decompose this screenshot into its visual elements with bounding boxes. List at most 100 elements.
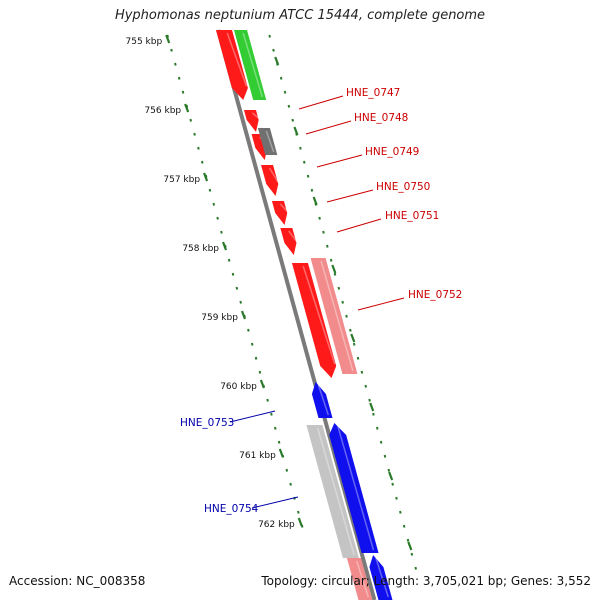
gene-hne-0752-feature-a-shine [288,230,297,242]
dot-left [297,510,300,514]
dot-right [283,90,287,94]
dot-right [395,496,398,500]
dot-right [326,244,329,248]
dot-right [410,552,414,556]
dot-left [193,132,196,136]
dot-left [247,328,250,332]
kbp-tick [184,103,190,113]
dot-right [368,398,371,402]
dot-left [235,286,239,290]
dot-right [379,440,383,444]
dot-left [197,146,200,150]
kbp-tick-right [350,333,356,343]
dot-left [208,188,212,192]
dot-left [189,118,193,122]
dot-right [279,76,283,80]
gene-hne-0747-feature [216,30,248,100]
gene-green-feature-shine [242,32,264,98]
dot-left [170,48,173,52]
gene-label: HNE_0752 [408,289,462,301]
gene-gray-feature [257,128,278,155]
gene-hne-0752-feature-b [291,263,337,378]
gene-label-leader [229,410,276,423]
dot-left [289,482,292,486]
dot-right [287,104,291,108]
kbp-tick-right [369,402,375,412]
dot-right [299,146,302,150]
kbp-label: 759 kbp [201,313,238,323]
gene-label: HNE_0753 [180,417,234,429]
gene-green-feature [234,30,267,100]
gene-light-red-feature [310,258,358,374]
gene-label-leader [336,218,382,233]
gene-gray-feature-shine [265,130,275,153]
gene-label-leader [305,120,352,135]
dot-right [376,426,379,430]
kbp-label: 756 kbp [144,106,181,116]
dot-right [291,118,295,122]
dot-right [333,272,337,276]
dot-right [372,412,375,416]
dot-right [306,174,310,178]
kbp-tick-right [331,264,337,274]
dot-right [402,524,406,528]
gene-blue-lower-feature-shine [375,557,389,598]
dot-left [239,300,242,304]
dot-right [352,342,356,346]
gene-hne-0754-feature-shine [337,425,375,551]
dot-left [200,160,204,164]
gene-hne-0752-feature-a [280,228,297,255]
dot-left [212,202,216,206]
gene-hne-0751-feature [271,201,288,225]
dot-left [254,356,258,360]
dot-right [356,356,360,360]
dot-left [258,370,262,374]
dot-right [310,188,314,192]
dot-right [387,468,391,472]
dot-right [329,258,333,262]
gene-hne-0750-feature-shine [268,167,279,183]
gene-light-red-lower-feature [346,558,373,600]
dot-right [406,538,410,542]
kbp-tick [278,448,284,458]
kbp-tick [165,34,171,44]
gene-label: HNE_0747 [346,87,400,99]
gene-hne-0753-feature [311,382,333,418]
dot-left [274,426,277,430]
dot-left [216,216,219,220]
dot-right [341,300,344,304]
gene-hne-0748-feature-shine [251,112,259,119]
gene-light-gray-feature-shine [316,427,355,556]
dot-right [360,370,364,374]
dot-right [414,566,417,570]
gene-label-leader [326,189,374,203]
dot-right [337,286,341,290]
kbp-tick-right [388,471,394,481]
genome-title: Hyphomonas neptunium ATCC 15444, complet… [114,8,486,23]
dot-right [391,482,394,486]
dot-left [266,398,269,402]
dot-left [181,90,185,94]
dot-left [177,76,181,80]
gene-label: HNE_0751 [385,210,439,222]
dot-left [174,62,177,66]
gene-hne-0751-feature-shine [279,203,288,212]
kbp-tick [221,241,228,251]
gene-labels: HNE_0747 HNE_0748 HNE_0749 HNE_0750 HNE_0751… [180,87,462,515]
kbp-tick [203,172,209,182]
dot-right [322,230,325,234]
kbp-tick-right [312,196,318,206]
kbp-ticks: 755 kbp 756 kbp 757 kbp 758 kbp 759 kbp 760 k… [126,34,413,551]
gene-label-leader [357,297,405,311]
gene-hne-0747-feature-shine [226,32,248,87]
gene-label-leader [316,154,363,168]
kbp-label: 758 kbp [182,244,219,254]
dot-left [220,230,223,234]
dot-right [318,216,321,220]
gene-light-red-feature-shine [320,260,354,372]
kbp-tick-right [407,541,413,551]
gene-label: HNE_0754 [204,503,259,515]
kbp-label: 757 kbp [163,175,200,185]
gene-hne-0748-feature [243,110,259,132]
